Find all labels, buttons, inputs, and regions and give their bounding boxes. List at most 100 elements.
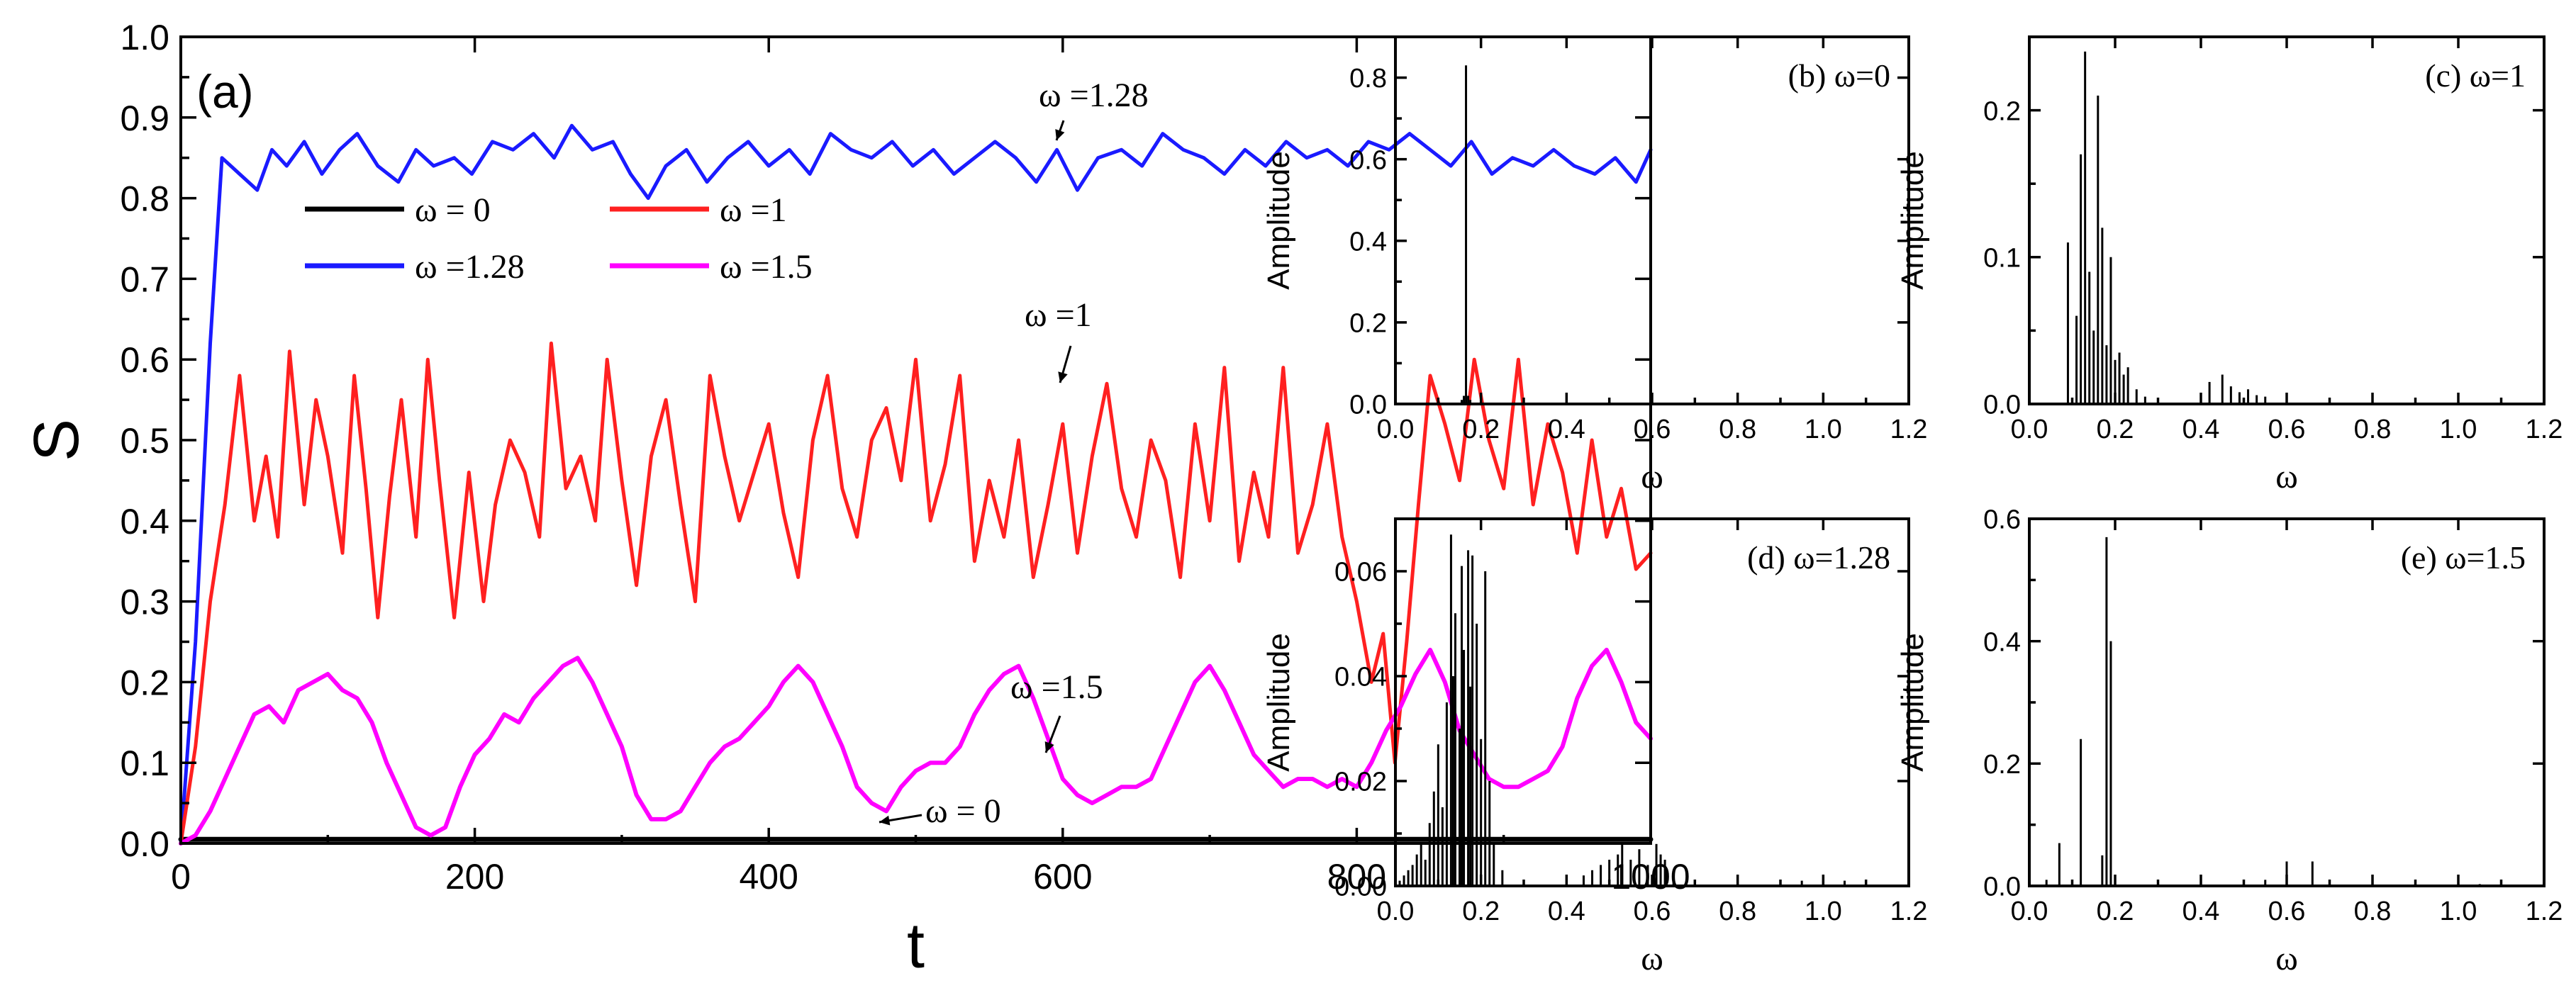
annotation-arrowhead [1044, 741, 1054, 753]
y-tick-label: 0.7 [120, 259, 169, 299]
y-tick-label: 0.06 [1334, 558, 1387, 588]
y-axis-label: Amplitude [1261, 151, 1296, 290]
plot-area [2066, 51, 2374, 404]
y-tick-label: 0.6 [120, 340, 169, 380]
x-tick-label: 0.8 [2354, 897, 2392, 926]
y-tick-label: 0.4 [1349, 227, 1387, 257]
y-tick-label: 0.02 [1334, 768, 1387, 797]
x-tick-label: 1.0 [1805, 415, 1842, 444]
x-tick-label: 0.2 [1462, 415, 1500, 444]
y-tick-label: 0.1 [120, 743, 169, 783]
y-tick-label: 0.00 [1334, 872, 1387, 902]
x-tick-label: 1000 [1611, 857, 1690, 897]
chart-panel-e: 0.0 0.2 0.4 0.6 0.8 1.0 1.2 0.0 0.2 0.4 0.6 ω Amplit… [1895, 505, 2563, 977]
x-tick-label: 600 [1033, 857, 1092, 897]
annotation-arrowhead [1058, 371, 1068, 383]
y-tick-label: 0.2 [1349, 309, 1387, 339]
y-tick-label: 0.1 [1983, 243, 2021, 273]
y-axis-label: S [21, 419, 92, 461]
x-tick-label: 1.2 [1890, 415, 1928, 444]
y-tick-label: 1.0 [120, 18, 169, 57]
series-line-1 [179, 123, 1653, 846]
y-axis-label: Amplitude [1895, 151, 1930, 290]
x-tick-label: 400 [739, 857, 798, 897]
y-tick-label: 0.0 [1983, 872, 2021, 902]
legend: ω = 0 ω =1 ω =1.28 ω =1.5 [305, 191, 813, 286]
y-tick-label: 0.0 [1349, 391, 1387, 420]
legend-label: ω =1.28 [415, 248, 525, 286]
x-tick-label: 0.0 [1377, 415, 1415, 444]
x-axis-label: ω [1641, 458, 1663, 495]
x-tick-label: 1.2 [2526, 897, 2563, 926]
legend-label: ω =1 [720, 191, 787, 229]
x-tick-label: 0.0 [1377, 897, 1415, 926]
annotation-label: ω = 0 [925, 792, 1001, 830]
x-tick-label: 0.6 [1634, 897, 1671, 926]
annotation-label: ω =1.28 [1039, 77, 1149, 114]
y-tick-label: 0.4 [120, 502, 169, 541]
chart-panel-b: 0.0 0.2 0.4 0.6 0.8 1.0 1.2 0.0 0.2 0.4 0.6 0.8 ω Amp… [1261, 35, 1928, 495]
chart-panel-a: 0 200 400 600 800 1000 0.0 0.1 0.2 0.3 0.4 0.5 0.6 0.… [21, 18, 1690, 982]
x-tick-label: 0.6 [2268, 897, 2306, 926]
x-tick-label: 0.4 [2182, 897, 2220, 926]
x-tick-label: 0 [171, 857, 191, 897]
panel-label: (d) ω=1.28 [1747, 539, 1890, 576]
y-tick-label: 0.3 [120, 583, 169, 622]
y-tick-label: 0.8 [1349, 64, 1387, 94]
x-tick-label: 0.0 [2011, 415, 2048, 444]
y-tick-label: 0.5 [120, 421, 169, 461]
x-tick-label: 0.6 [1634, 415, 1671, 444]
y-tick-label: 0.2 [1983, 750, 2021, 780]
y-tick-label: 0.0 [120, 824, 169, 864]
panel-label: (e) ω=1.5 [2401, 539, 2526, 576]
panel-label: (a) [196, 65, 254, 118]
annotation-arrowhead [1055, 129, 1065, 140]
annotation-label: ω =1 [1025, 296, 1092, 334]
plot-frame [179, 35, 1652, 845]
annotation-arrowhead [879, 815, 891, 826]
y-tick-label: 0.8 [120, 179, 169, 219]
y-tick-label: 0.0 [1983, 391, 2021, 420]
x-axis-label: ω [1641, 940, 1663, 977]
plot-area [178, 123, 1654, 846]
x-axis-label: t [907, 911, 925, 982]
x-tick-label: 0.2 [2097, 897, 2134, 926]
y-tick-label: 0.2 [1983, 96, 2021, 126]
x-tick-label: 1.0 [1805, 897, 1842, 926]
annotations: ω =1.28 ω =1 ω =1.5 ω = 0 [879, 77, 1149, 830]
y-tick-label: 0.2 [120, 663, 169, 702]
x-tick-label: 0.2 [2097, 415, 2134, 444]
x-tick-label: 0.2 [1462, 897, 1500, 926]
y-axis-label: Amplitude [1261, 633, 1296, 772]
x-axis-label: ω [2275, 458, 2298, 495]
x-tick-label: 1.2 [2526, 415, 2563, 444]
x-tick-label: 0.4 [1548, 415, 1585, 444]
plot-area [1398, 534, 1846, 886]
y-tick-label: 0.6 [1349, 145, 1387, 175]
x-tick-label: 800 [1327, 857, 1386, 897]
x-tick-label: 0.8 [2354, 415, 2392, 444]
annotation-label: ω =1.5 [1010, 668, 1103, 706]
y-tick-label: 0.9 [120, 99, 169, 138]
series-line-2 [179, 341, 1653, 846]
x-tick-label: 0.8 [1719, 897, 1756, 926]
x-tick-label: 1.0 [2440, 415, 2477, 444]
chart-panel-c: 0.0 0.2 0.4 0.6 0.8 1.0 1.2 0.0 0.1 0.2 ω Amplitude… [1895, 35, 2563, 495]
x-tick-label: 0.6 [2268, 415, 2306, 444]
series-line-3 [179, 647, 1653, 846]
panel-label: (c) ω=1 [2425, 57, 2526, 94]
x-tick-label: 0.4 [2182, 415, 2220, 444]
plot-area [1461, 65, 1472, 404]
y-tick-label: 0.4 [1983, 627, 2021, 657]
legend-label: ω =1.5 [720, 248, 813, 286]
x-tick-label: 0.8 [1719, 415, 1756, 444]
plot-area [2045, 537, 2481, 886]
y-tick-label: 0.6 [1983, 505, 2021, 535]
panel-label: (b) ω=0 [1788, 57, 1890, 94]
y-axis-label: Amplitude [1895, 633, 1930, 772]
x-tick-label: 1.2 [1890, 897, 1928, 926]
y-tick-label: 0.04 [1334, 663, 1387, 692]
x-tick-label: 0.0 [2011, 897, 2048, 926]
x-tick-label: 200 [445, 857, 504, 897]
